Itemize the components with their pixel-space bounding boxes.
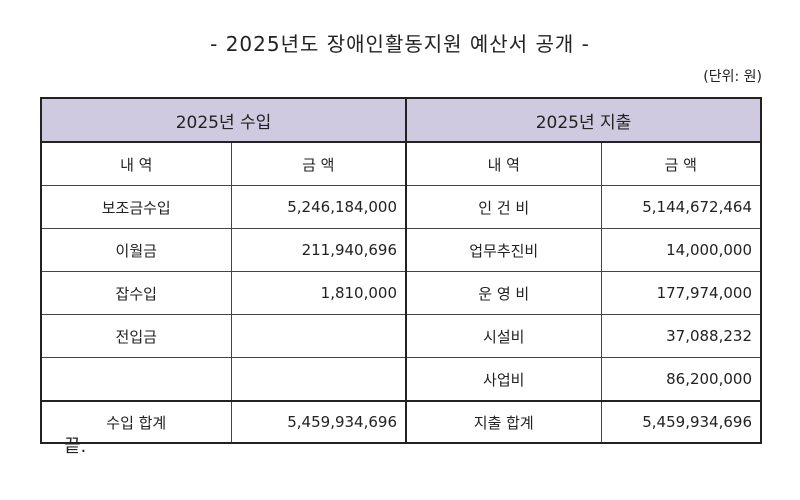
table-row: 전입금 시설비 37,088,232 [40, 314, 762, 358]
income-amount [230, 314, 407, 358]
income-item: 이월금 [40, 228, 232, 272]
total-row: 수입 합계 5,459,934,696 지출 합계 5,459,934,696 [40, 400, 762, 444]
expense-amount: 86,200,000 [600, 357, 762, 402]
expense-total-label: 지출 합계 [405, 400, 602, 444]
income-item: 전입금 [40, 314, 232, 358]
expense-amount: 14,000,000 [600, 228, 762, 272]
expense-amount: 37,088,232 [600, 314, 762, 358]
table-row: 이월금 211,940,696 업무추진비 14,000,000 [40, 228, 762, 272]
budget-table: 2025년 수입 2025년 지출 내 역 금 액 내 역 금 액 보조금수입 … [40, 97, 762, 444]
expense-amount: 177,974,000 [600, 271, 762, 315]
expense-amount: 5,144,672,464 [600, 185, 762, 229]
income-amount [230, 357, 407, 402]
expense-col-item: 내 역 [405, 141, 602, 186]
income-item: 잡수입 [40, 271, 232, 315]
income-total-label: 수입 합계 [40, 400, 232, 444]
expense-item: 업무추진비 [405, 228, 602, 272]
income-total-amount: 5,459,934,696 [230, 400, 407, 444]
unit-label: (단위: 원) [703, 69, 762, 85]
income-amount: 1,810,000 [230, 271, 407, 315]
income-item [40, 357, 232, 402]
end-mark: 끝. [64, 436, 87, 457]
expense-total-amount: 5,459,934,696 [600, 400, 762, 444]
table-row: 잡수입 1,810,000 운 영 비 177,974,000 [40, 271, 762, 315]
expense-header: 2025년 지출 [405, 97, 762, 143]
income-col-item: 내 역 [40, 141, 232, 186]
income-col-amount: 금 액 [230, 141, 407, 186]
expense-item: 인 건 비 [405, 185, 602, 229]
column-header-row: 내 역 금 액 내 역 금 액 [40, 141, 762, 186]
table-row: 보조금수입 5,246,184,000 인 건 비 5,144,672,464 [40, 185, 762, 229]
expense-item: 운 영 비 [405, 271, 602, 315]
section-header-row: 2025년 수입 2025년 지출 [40, 97, 762, 143]
page-title: - 2025년도 장애인활동지원 예산서 공개 - [210, 32, 590, 56]
income-amount: 5,246,184,000 [230, 185, 407, 229]
income-item: 보조금수입 [40, 185, 232, 229]
expense-col-amount: 금 액 [600, 141, 762, 186]
expense-item: 사업비 [405, 357, 602, 402]
income-header: 2025년 수입 [40, 97, 407, 143]
table-row: 사업비 86,200,000 [40, 357, 762, 402]
expense-item: 시설비 [405, 314, 602, 358]
income-amount: 211,940,696 [230, 228, 407, 272]
